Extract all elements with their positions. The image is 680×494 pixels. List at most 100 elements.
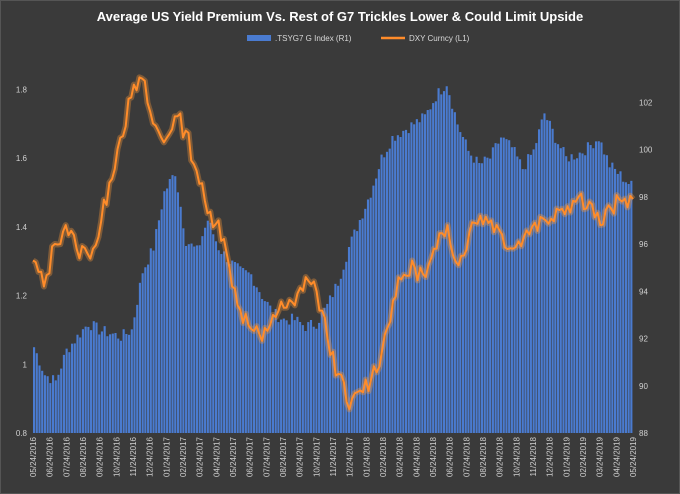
right-tick-label: 98: [639, 193, 648, 202]
x-tick-label: 08/24/2017: [279, 436, 288, 477]
bar: [307, 322, 310, 433]
x-tick-label: 02/24/2017: [179, 436, 188, 477]
bar: [244, 270, 247, 433]
bar: [285, 320, 288, 433]
bar: [60, 368, 63, 433]
bar: [87, 326, 90, 433]
bar: [225, 262, 228, 433]
bar: [125, 334, 128, 433]
bar: [437, 88, 440, 433]
x-tick-label: 10/24/2017: [312, 436, 321, 477]
bar: [442, 91, 446, 434]
bar: [255, 287, 258, 433]
x-tick-label: 01/24/2018: [362, 436, 371, 477]
bar: [128, 334, 131, 433]
bar: [586, 142, 589, 433]
x-tick-label: 02/24/2019: [579, 436, 588, 477]
bar: [242, 268, 245, 433]
bar: [486, 157, 489, 434]
bar: [198, 245, 201, 433]
x-tick-label: 04/24/2018: [412, 436, 421, 477]
bar: [136, 304, 139, 433]
bar: [502, 137, 505, 434]
bar: [250, 274, 253, 433]
bar: [345, 261, 348, 433]
bar: [274, 308, 277, 433]
x-tick-label: 07/24/2016: [62, 436, 71, 477]
bar: [377, 169, 380, 433]
bar: [445, 86, 448, 433]
bar: [347, 246, 351, 433]
bar: [76, 334, 79, 433]
bar: [193, 246, 196, 433]
x-tick-label: 08/24/2018: [479, 436, 488, 477]
bar: [614, 168, 617, 433]
bar: [339, 278, 342, 433]
bar: [562, 147, 565, 434]
x-tick-label: 05/24/2019: [629, 436, 638, 477]
bar: [556, 144, 560, 433]
bar: [109, 334, 112, 433]
x-tick-label: 06/24/2018: [446, 436, 455, 477]
bar: [429, 109, 432, 433]
x-tick-label: 03/24/2017: [196, 436, 205, 477]
bar: [106, 336, 109, 433]
bar: [258, 292, 261, 433]
x-tick-label: 11/24/2018: [529, 436, 538, 476]
bar: [130, 329, 133, 433]
left-tick-label: 1: [23, 360, 28, 369]
right-tick-label: 96: [639, 240, 648, 249]
bar: [475, 156, 478, 434]
x-tick-label: 10/24/2016: [112, 436, 121, 477]
bar: [532, 149, 535, 433]
bar: [54, 380, 57, 433]
bar: [280, 319, 283, 433]
x-tick-label: 02/24/2018: [379, 436, 388, 477]
x-tick-label: 03/24/2019: [596, 436, 605, 477]
bar: [603, 154, 606, 433]
bar: [464, 139, 467, 433]
bar: [537, 129, 541, 434]
bar: [111, 333, 114, 433]
bar: [554, 142, 557, 434]
x-tick-label: 09/24/2017: [296, 436, 305, 477]
bar: [252, 285, 256, 433]
bar: [611, 162, 614, 433]
left-tick-label: 0.8: [16, 429, 28, 438]
bar: [391, 135, 394, 434]
bar: [185, 246, 188, 433]
bar: [565, 156, 568, 433]
bar: [79, 337, 82, 433]
legend-swatch-bar: [247, 35, 271, 41]
bar: [119, 340, 122, 433]
bar: [320, 311, 323, 433]
bar: [448, 95, 451, 433]
bar: [456, 124, 459, 433]
bar: [372, 185, 375, 433]
bar: [141, 273, 144, 433]
x-tick-label: 03/24/2018: [396, 436, 405, 477]
bar: [176, 192, 180, 433]
bar: [527, 154, 530, 433]
bar: [508, 140, 511, 433]
line-series: [31, 74, 636, 413]
x-tick-label: 08/24/2016: [79, 436, 88, 477]
bar: [337, 285, 340, 433]
x-tick-label: 11/24/2016: [129, 436, 138, 476]
bar: [597, 141, 600, 433]
x-axis: 05/24/2016 06/24/2016 07/24/2016 08/24/2016…: [29, 436, 638, 477]
bar: [168, 179, 171, 433]
x-tick-label: 10/24/2018: [512, 436, 521, 477]
bar: [491, 147, 494, 433]
bar: [529, 154, 532, 433]
bar: [206, 220, 209, 433]
bar: [467, 150, 470, 433]
bar: [52, 375, 55, 433]
legend: .TSYG7 G Index (R1) DXY Curncy (L1): [247, 34, 470, 43]
x-tick-label: 12/24/2017: [346, 436, 355, 477]
bar: [513, 147, 516, 434]
bar: [166, 188, 169, 433]
bar: [293, 320, 296, 433]
bar: [388, 148, 391, 433]
